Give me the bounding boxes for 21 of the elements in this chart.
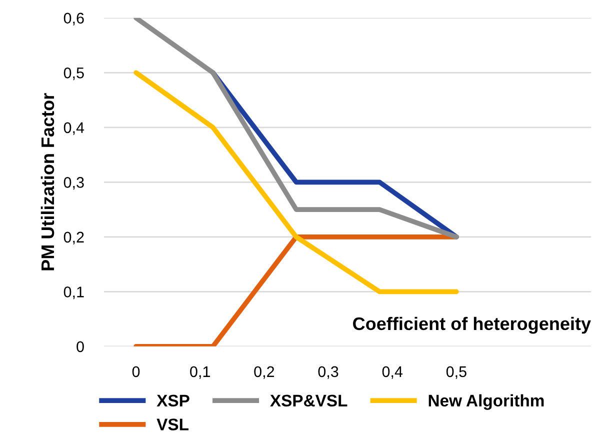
x-tick-label: 0,5 [446,366,466,379]
y-tick-label: 0,3 [64,177,84,190]
legend-label: VSL [156,418,188,430]
line-series [134,70,459,294]
y-tick-label: 0,6 [64,12,84,26]
x-tick-label: 0,1 [190,366,210,379]
y-tick-label: 0 [76,341,84,352]
x-tick-label: 0,3 [318,366,338,379]
legend-label: XSP [156,394,190,407]
y-axis-title: PM Utilization Factor [40,93,54,270]
y-tick-label: 0,5 [64,68,84,80]
line-series [134,18,459,240]
legend-label: New Algorithm [428,394,544,410]
y-tick-label: 0,2 [64,232,84,244]
x-tick-label: 0 [132,366,140,378]
x-tick-label: 0,2 [254,366,274,379]
x-axis-title: Coefficient of heterogeneity [353,316,591,334]
x-tick-label: 0,4 [382,366,403,379]
y-tick-label: 0,4 [64,122,84,135]
y-tick-label: 0,1 [64,286,84,300]
legend-label: XSP&VSL [270,394,348,407]
